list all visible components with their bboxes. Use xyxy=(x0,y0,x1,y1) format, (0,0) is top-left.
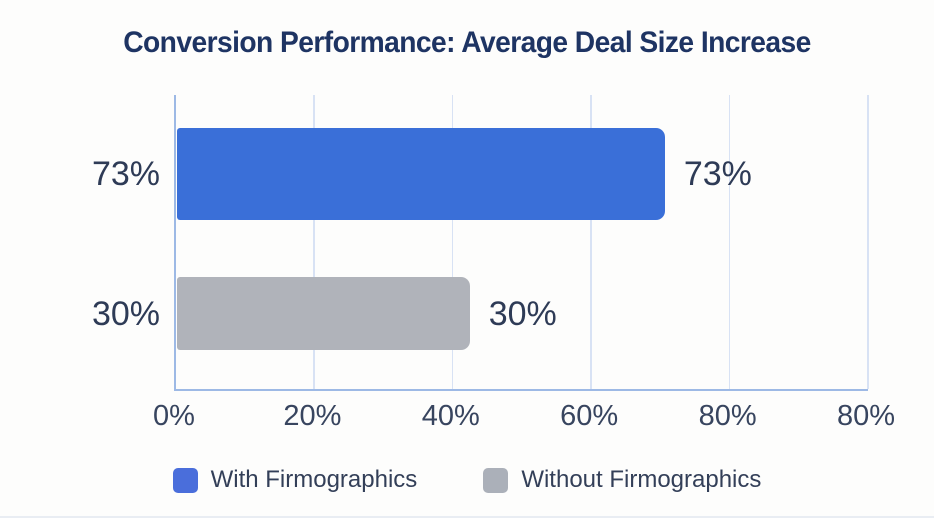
x-tick-label-4: 80% xyxy=(698,400,757,432)
x-tick-label-5: 80% xyxy=(836,400,896,432)
gridline xyxy=(451,95,454,389)
bottom-edge-line xyxy=(0,516,934,518)
x-tick-label-3: 60% xyxy=(560,400,619,432)
legend-label: With Firmographics xyxy=(210,466,418,493)
gridline xyxy=(867,95,869,389)
legend: With Firmographics Without Firmographics xyxy=(0,466,934,494)
plot-area xyxy=(174,95,869,391)
legend-label: Without Firmographics xyxy=(521,466,762,493)
y-axis-label-with-firmographics: 73% xyxy=(91,155,160,193)
chart-title: Conversion Performance: Average Deal Siz… xyxy=(123,26,811,59)
legend-item-with-firmographics: With Firmographics xyxy=(172,466,418,494)
bar-without-firmographics xyxy=(177,277,470,350)
bar-value-label-without-firmographics: 30% xyxy=(488,294,557,333)
x-tick-label-2: 40% xyxy=(421,400,480,432)
gridline xyxy=(728,95,731,389)
legend-item-without-firmographics: Without Firmographics xyxy=(483,466,761,494)
y-axis-label-without-firmographics: 30% xyxy=(91,294,160,333)
x-tick-label-1: 20% xyxy=(283,400,342,432)
bar-value-label-with-firmographics: 73% xyxy=(683,155,752,193)
bar-with-firmographics xyxy=(177,128,665,220)
legend-swatch-icon xyxy=(483,467,509,493)
x-tick-label-0: 0% xyxy=(153,400,195,432)
gridline xyxy=(313,95,315,389)
gridline xyxy=(590,95,592,389)
legend-swatch-icon xyxy=(172,467,198,493)
